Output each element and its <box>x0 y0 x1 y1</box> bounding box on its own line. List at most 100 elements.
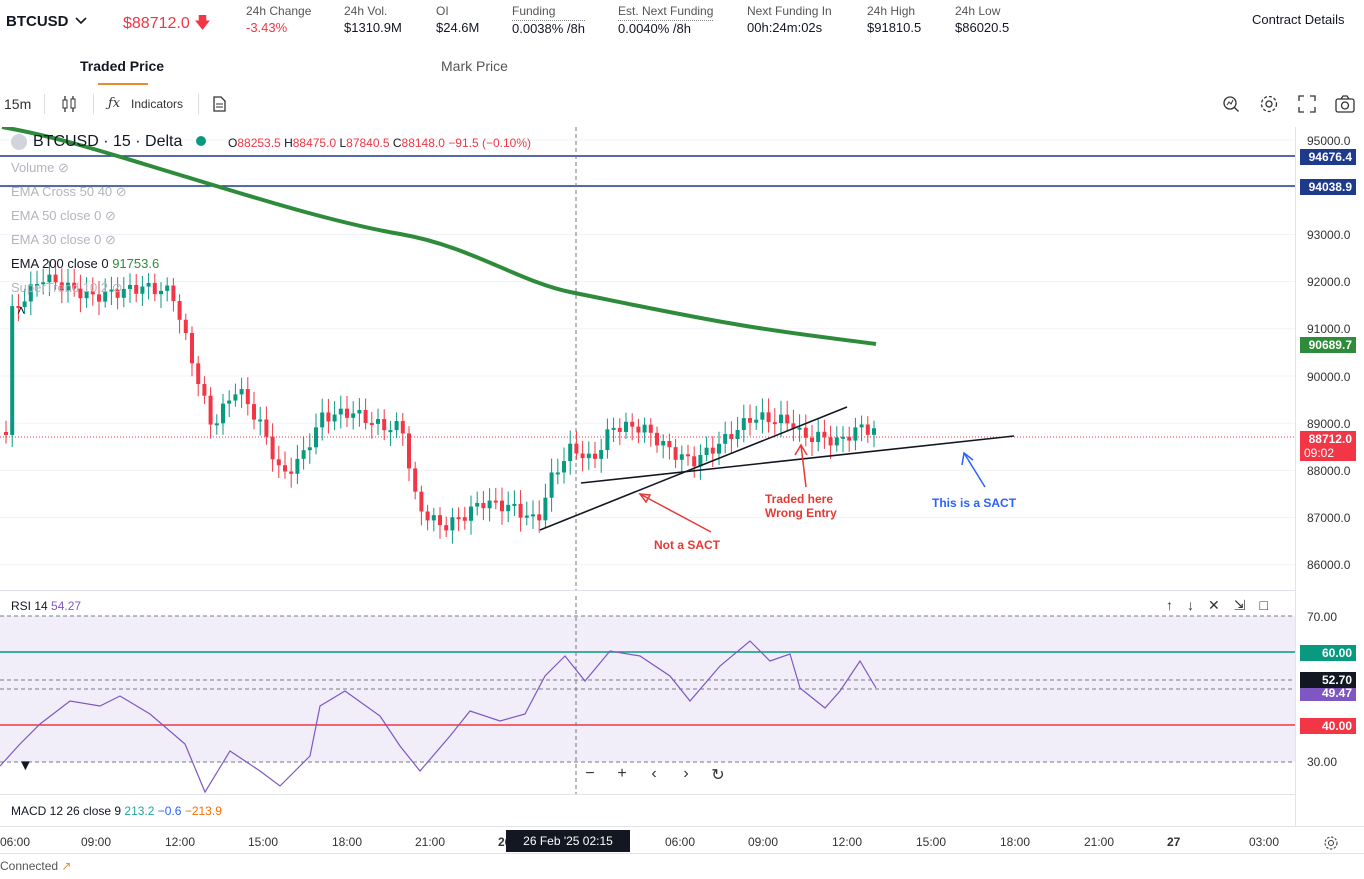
scroll-left-icon[interactable]: ‹ <box>651 765 657 782</box>
price-tick: 93000.0 <box>1307 228 1351 242</box>
interval-selector[interactable]: 15m <box>4 96 32 112</box>
price-axis-border <box>1295 127 1296 827</box>
candle-body <box>444 525 449 531</box>
candle-body <box>865 424 870 435</box>
chart-grid <box>0 139 1295 566</box>
time-tick: 12:00 <box>165 835 196 849</box>
candle-body <box>283 465 287 472</box>
toolbar-divider <box>44 94 45 114</box>
candle-body <box>692 456 697 467</box>
candle-body <box>307 447 312 451</box>
candle-body <box>121 288 126 298</box>
move-up-icon[interactable]: ↑ <box>1166 597 1187 613</box>
candle-body <box>580 453 585 459</box>
legend-ema200[interactable]: EMA 200 close 0 91753.6 <box>11 256 160 271</box>
candle-body <box>704 447 709 455</box>
time-tick: 15:00 <box>916 835 947 849</box>
candle-body <box>425 511 430 521</box>
candle-body <box>78 288 83 299</box>
candle-body <box>128 284 132 289</box>
candle-body <box>549 472 554 498</box>
stat-est-next-funding: Est. Next Funding 0.0040% /8h <box>618 4 714 36</box>
price-tick: 88000.0 <box>1307 464 1351 478</box>
rsi-tick: 30.00 <box>1307 755 1338 769</box>
candle-body <box>617 427 622 432</box>
legend-ema30[interactable]: EMA 30 close 0 ⊘ <box>11 232 116 247</box>
zoom-out-icon[interactable]: − <box>585 765 595 782</box>
candle-body <box>531 514 535 517</box>
price-tick: 89000.0 <box>1307 417 1351 431</box>
maximize-icon[interactable]: □ <box>1259 597 1282 613</box>
candle-body <box>22 301 27 308</box>
eye-hidden-icon[interactable]: ⊘ <box>104 232 116 247</box>
reset-icon[interactable]: ↻ <box>711 767 725 784</box>
symbol-selector[interactable]: BTCUSD <box>6 13 69 30</box>
candle-body <box>59 282 64 291</box>
zoom-icon[interactable] <box>1220 93 1242 115</box>
price-tick: 92000.0 <box>1307 275 1351 289</box>
candle-body <box>555 472 560 475</box>
pane-separator[interactable] <box>0 590 1295 591</box>
rsi-legend[interactable]: RSI 14 54.27 <box>11 599 82 613</box>
trendline-sact[interactable] <box>580 435 1015 484</box>
legend-volume[interactable]: Volume ⊘ <box>11 160 69 175</box>
candle-body <box>276 459 281 466</box>
indicators-button[interactable]: Indicators <box>131 97 184 111</box>
tab-mark-price[interactable]: Mark Price <box>441 58 508 74</box>
candle-body <box>159 290 163 295</box>
chevron-down-icon[interactable] <box>74 14 88 28</box>
rsi-ma-tag: 49.47 <box>1300 685 1356 701</box>
template-icon[interactable] <box>208 93 230 115</box>
legend-supertrend[interactable]: SuperTrend 10 2 ⊘ <box>11 280 123 295</box>
gear-icon[interactable] <box>1258 93 1280 115</box>
zoom-in-icon[interactable]: + <box>617 765 627 782</box>
arrow-head <box>638 493 652 504</box>
trendline-not-sact[interactable] <box>539 406 848 531</box>
time-tick: 21:00 <box>415 835 446 849</box>
eye-hidden-icon[interactable]: ⊘ <box>104 208 116 223</box>
time-tick: 09:00 <box>748 835 779 849</box>
rsi-pane[interactable] <box>0 596 1295 794</box>
eye-hidden-icon[interactable]: ⊘ <box>115 184 127 199</box>
pane-controls: ↑↓✕⇲□ <box>1166 597 1282 614</box>
candle-body <box>369 422 374 425</box>
candlesticks <box>4 260 876 544</box>
ohlc-values: O88253.5 H88475.0 L87840.5 C88148.0 −91.… <box>228 136 531 150</box>
macd-legend[interactable]: MACD 12 26 close 9 213.2 −0.6 −213.9 <box>11 804 222 818</box>
function-icon[interactable]: ƒx <box>108 96 121 111</box>
candle-body <box>760 412 765 420</box>
eye-hidden-icon[interactable]: ⊘ <box>111 280 123 295</box>
legend-ema50[interactable]: EMA 50 close 0 ⊘ <box>11 208 116 223</box>
collapse-icon[interactable]: ⇲ <box>1233 597 1260 613</box>
scroll-right-icon[interactable]: › <box>683 765 689 782</box>
candle-body <box>146 282 151 287</box>
candle-body <box>655 432 659 446</box>
eye-hidden-icon[interactable]: ⊘ <box>58 160 69 175</box>
fullscreen-icon[interactable] <box>1296 93 1318 115</box>
candle-body <box>754 419 759 423</box>
time-tick: 15:00 <box>248 835 279 849</box>
candle-body <box>301 450 306 459</box>
status-divider <box>0 853 1364 854</box>
contract-details-link[interactable]: Contract Details <box>1252 12 1345 27</box>
legend-ema-cross[interactable]: EMA Cross 50 40 ⊘ <box>11 184 127 199</box>
candle-body <box>586 453 591 459</box>
close-icon[interactable]: ✕ <box>1208 597 1234 613</box>
move-down-icon[interactable]: ↓ <box>1187 597 1208 613</box>
collapse-legend-icon[interactable]: ˄ <box>17 302 26 318</box>
ema-price-tag: 90689.7 <box>1300 337 1356 353</box>
candle-body <box>165 285 170 291</box>
external-link-icon[interactable]: ↗ <box>61 859 72 873</box>
candle-body <box>686 454 690 457</box>
candle-body <box>314 427 318 448</box>
candle-body <box>512 503 517 506</box>
tab-traded-price[interactable]: Traded Price <box>80 58 165 74</box>
candle-type-icon[interactable] <box>58 93 80 115</box>
price-chart[interactable]: Not a SACT Traded here Wrong Entry This … <box>0 127 1295 590</box>
candle-body <box>822 431 827 438</box>
settings-icon[interactable] <box>1323 835 1339 851</box>
camera-icon[interactable] <box>1334 93 1356 115</box>
candle-body <box>456 517 461 520</box>
candle-body <box>233 394 238 401</box>
stat-next-funding-in: Next Funding In 00h:24m:02s <box>747 4 832 35</box>
